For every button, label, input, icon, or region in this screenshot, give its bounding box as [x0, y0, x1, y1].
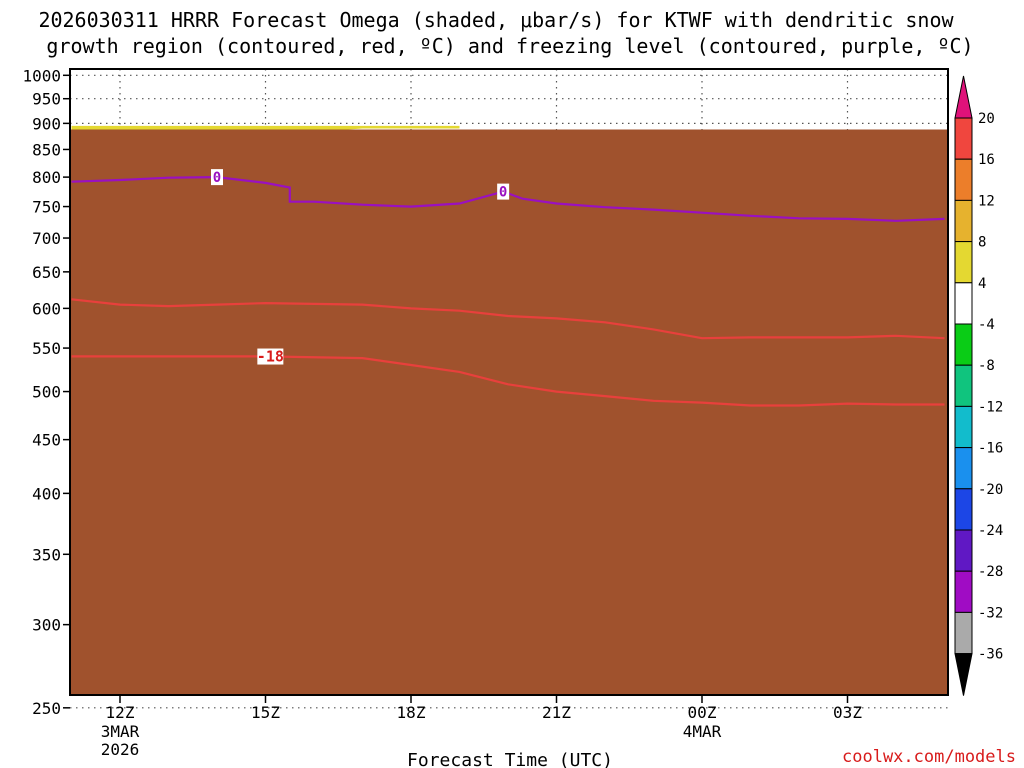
colorbar-cap-bottom: [954, 653, 973, 696]
x-tick-label-03Z: 03Z: [833, 703, 862, 722]
colorbar-swatch-6: [954, 323, 973, 366]
freezing-level-label-0: 0: [213, 170, 221, 186]
y-tick-label-450: 450: [32, 431, 61, 450]
dgz-contour-label-0: -18: [257, 348, 284, 366]
colorbar-label-4: 4: [978, 276, 986, 292]
y-tick-label-400: 400: [32, 484, 61, 503]
colorbar-swatch-2: [954, 158, 973, 201]
y-axis: 250 300 350 400 450 500 550 600 650 700 750 800 850 9…: [22, 66, 70, 718]
colorbar-label-9: -20: [978, 482, 1003, 498]
y-tick-label-850: 850: [32, 140, 61, 159]
y-tick-label-800: 800: [32, 168, 61, 187]
x-tick-label-15Z: 15Z: [251, 703, 280, 722]
colorbar-swatch-3: [954, 199, 973, 243]
colorbar-label-11: -28: [978, 564, 1003, 580]
y-tick-label-700: 700: [32, 229, 61, 248]
colorbar-label-12: -32: [978, 605, 1003, 621]
dgz-label-bg-0: [257, 348, 284, 365]
colorbar: 20 16 12 8 4 -4 -8 -12 -16 -20 -24 -28 -32 -36: [954, 75, 1003, 696]
plot-frame: [69, 68, 949, 696]
freezing-level-line: [71, 175, 945, 222]
colorbar-swatch-9: [954, 447, 973, 490]
colorbar-swatch-1: [954, 117, 973, 160]
colorbar-label-3: 8: [978, 235, 986, 251]
y-tick-label-350: 350: [32, 545, 61, 564]
x-axis-label: Forecast Time (UTC): [407, 750, 613, 768]
x-tick-label-21Z: 21Z: [542, 703, 571, 722]
colorbar-label-1: 16: [978, 152, 995, 168]
terrain-fill: [70, 129, 948, 696]
colorbar-swatch-7: [954, 364, 973, 407]
y-tick-label-300: 300: [32, 616, 61, 635]
dgz-contour-0: [71, 355, 945, 407]
colorbar-swatch-10: [954, 488, 973, 531]
y-tick-label-650: 650: [32, 263, 61, 282]
colorbar-label-10: -24: [978, 523, 1003, 539]
colorbar-swatch-5: [954, 282, 973, 325]
y-tick-label-250: 250: [32, 699, 61, 718]
x-tick-date-00Z: 4MAR: [683, 722, 722, 741]
colorbar-swatch-4: [954, 241, 973, 284]
colorbar-label-6: -8: [978, 358, 995, 374]
colorbar-label-2: 12: [978, 193, 995, 209]
dgz-contour-1: [71, 298, 945, 340]
colorbar-label-5: -4: [978, 317, 995, 333]
colorbar-label-7: -12: [978, 399, 1003, 415]
x-tick-label-12Z: 12Z: [106, 703, 135, 722]
x-tick-label-18Z: 18Z: [397, 703, 426, 722]
colorbar-swatch-8: [954, 405, 973, 449]
colorbar-swatch-12: [954, 570, 973, 613]
freezing-label-bg-1: [497, 183, 510, 200]
y-tick-label-950: 950: [32, 90, 61, 109]
colorbar-swatch-11: [954, 529, 973, 572]
colorbar-label-13: -36: [978, 647, 1003, 663]
x-tick-label-00Z: 00Z: [688, 703, 717, 722]
colorbar-label-8: -16: [978, 441, 1003, 457]
credit-link[interactable]: coolwx.com/models: [842, 747, 1016, 767]
colorbar-label-0: 20: [978, 111, 995, 127]
freezing-level-label-1: 0: [499, 185, 507, 201]
chart-title-line2: growth region (contoured, red, ºC) and f…: [46, 34, 973, 58]
y-tick-label-900: 900: [32, 114, 61, 133]
y-tick-label-550: 550: [32, 339, 61, 358]
freezing-label-bg-0: [211, 169, 223, 186]
terrain: [70, 129, 948, 696]
y-tick-label-600: 600: [32, 299, 61, 318]
y-tick-label-1000: 1000: [22, 66, 61, 85]
x-tick-year-12Z: 2026: [101, 740, 140, 759]
colorbar-cap-top: [954, 75, 973, 119]
chart-title-line1: 2026030311 HRRR Forecast Omega (shaded, …: [38, 8, 954, 32]
colorbar-swatch-13: [954, 611, 973, 655]
y-tick-label-500: 500: [32, 383, 61, 402]
x-tick-date-12Z: 3MAR: [101, 722, 140, 741]
contours: -18 0 0: [71, 169, 945, 407]
y-tick-label-750: 750: [32, 198, 61, 217]
